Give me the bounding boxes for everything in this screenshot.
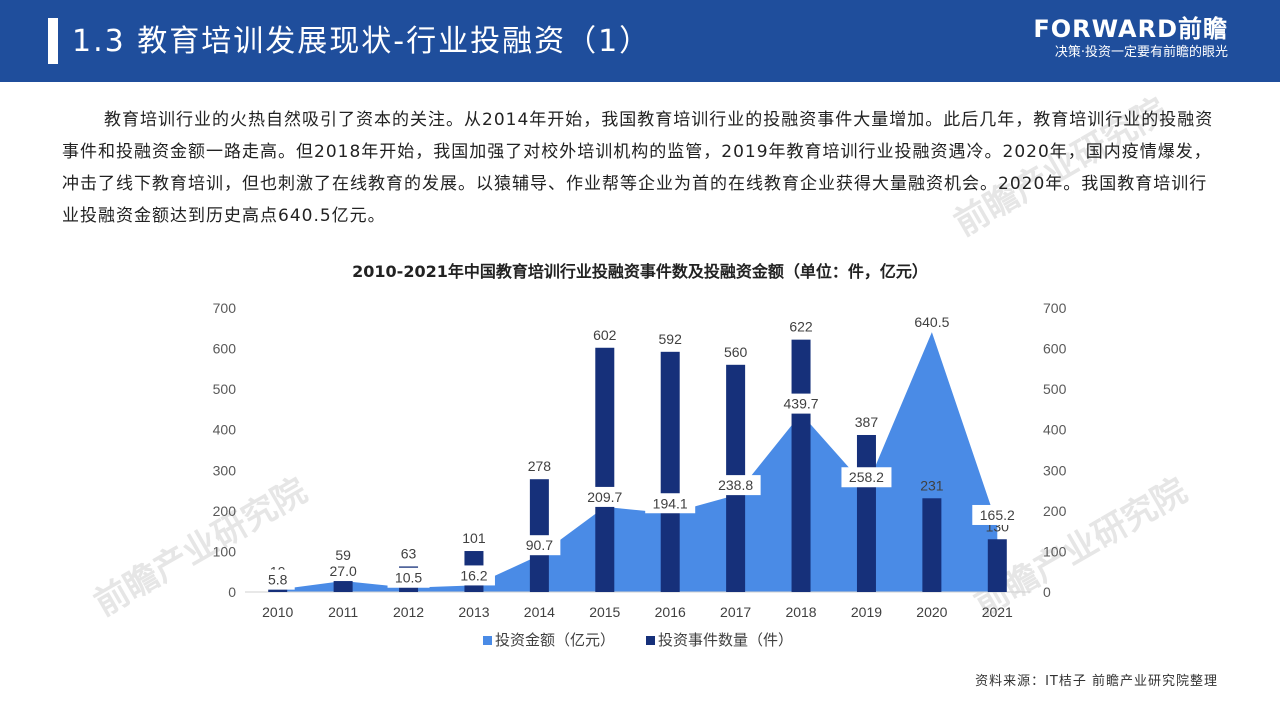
area-data-label-box [387, 567, 430, 588]
slide-title: 1.3 教育培训发展现状-行业投融资（1） [72, 24, 652, 59]
area-data-label-box [322, 561, 365, 582]
area-data-label-box [260, 569, 295, 590]
bar-investment-events [922, 498, 942, 592]
bar-data-label: 231 [920, 477, 944, 493]
y-tick-label-left: 700 [213, 300, 237, 316]
area-data-label: 10.5 [395, 570, 422, 586]
area-data-label-box [579, 486, 630, 507]
bar-investment-events [987, 539, 1007, 592]
area-data-label: 27.0 [330, 563, 357, 579]
legend-swatch-amount [483, 636, 492, 645]
area-data-label: 640.5 [914, 314, 949, 330]
y-tick-label-right: 200 [1043, 503, 1067, 519]
area-data-label-box [518, 535, 561, 556]
brand-name: FORWARD前瞻 [1033, 15, 1228, 43]
legend-label-events: 投资事件数量（件） [658, 631, 793, 649]
x-tick-label: 2012 [393, 604, 424, 620]
y-tick-label-left: 300 [213, 462, 237, 478]
legend-label-amount: 投资金额（亿元） [495, 631, 615, 649]
area-data-label-box [972, 504, 1023, 525]
area-data-label: 238.8 [718, 477, 753, 493]
bar-investment-events [791, 339, 811, 592]
area-data-label: 5.8 [268, 572, 288, 588]
area-data-label-box [906, 312, 957, 333]
area-data-label: 16.2 [460, 567, 487, 583]
area-data-label-box [776, 393, 827, 414]
x-tick-label: 2013 [458, 604, 489, 620]
bar-data-label: 59 [335, 547, 351, 563]
bar-data-label: 560 [724, 344, 748, 360]
brand-slogan: 决策·投资一定要有前瞻的眼光 [1054, 45, 1228, 60]
y-tick-label-left: 600 [213, 341, 237, 357]
y-tick-label-right: 600 [1043, 341, 1067, 357]
brand-logo: FORWARD前瞻 决策·投资一定要有前瞻的眼光 [1033, 14, 1228, 62]
y-tick-label-right: 400 [1043, 422, 1067, 438]
header-banner: 1.3 教育培训发展现状-行业投融资（1） FORWARD前瞻 决策·投资一定要… [0, 0, 1280, 82]
area-data-label-box [710, 475, 761, 496]
bar-data-label: 622 [789, 319, 813, 335]
y-tick-label-left: 100 [213, 543, 237, 559]
y-tick-label-right: 0 [1043, 584, 1051, 600]
header-accent-bar [48, 18, 58, 64]
area-data-label: 194.1 [653, 495, 688, 511]
area-data-label-box [645, 493, 696, 514]
area-data-label: 165.2 [980, 507, 1015, 523]
x-tick-label: 2018 [785, 604, 816, 620]
y-tick-label-right: 100 [1043, 543, 1067, 559]
y-tick-label-left: 400 [213, 422, 237, 438]
intro-paragraph: 教育培训行业的火热自然吸引了资本的关注。从2014年开始，我国教育培训行业的投融… [62, 110, 1214, 226]
bar-data-label: 101 [462, 530, 486, 546]
bar-data-label: 278 [528, 458, 552, 474]
x-tick-label: 2014 [524, 604, 555, 620]
y-tick-label-left: 0 [228, 584, 236, 600]
x-tick-label: 2017 [720, 604, 751, 620]
x-tick-label: 2015 [589, 604, 620, 620]
bar-data-label: 602 [593, 327, 617, 343]
x-tick-label: 2021 [982, 604, 1013, 620]
y-tick-label-left: 200 [213, 503, 237, 519]
area-series-investment-amount [277, 332, 998, 592]
y-tick-label-right: 500 [1043, 381, 1067, 397]
area-data-label-box [841, 467, 892, 488]
bar-data-label: 387 [855, 414, 879, 430]
x-tick-label: 2010 [262, 604, 293, 620]
bar-data-label: 63 [401, 545, 417, 561]
y-tick-label-right: 300 [1043, 462, 1067, 478]
area-data-label: 258.2 [849, 469, 884, 485]
bar-data-label: 592 [659, 331, 683, 347]
legend-swatch-events [646, 636, 655, 645]
x-tick-label: 2011 [328, 604, 358, 620]
area-data-label: 90.7 [526, 537, 553, 553]
y-tick-label-right: 700 [1043, 300, 1067, 316]
bar-investment-events [856, 434, 876, 592]
bar-investment-events [660, 351, 680, 592]
area-data-label-box [452, 565, 495, 586]
x-tick-label: 2019 [851, 604, 882, 620]
chart-title: 2010-2021年中国教育培训行业投融资事件数及投融资金额（单位：件，亿元） [352, 262, 928, 281]
y-tick-label-left: 500 [213, 381, 237, 397]
source-note: 资料来源：IT桔子 前瞻产业研究院整理 [975, 674, 1218, 689]
bar-investment-events [595, 347, 615, 592]
area-data-label: 209.7 [587, 489, 622, 505]
x-tick-label: 2016 [655, 604, 686, 620]
x-tick-label: 2020 [916, 604, 947, 620]
area-data-label: 439.7 [784, 396, 819, 412]
